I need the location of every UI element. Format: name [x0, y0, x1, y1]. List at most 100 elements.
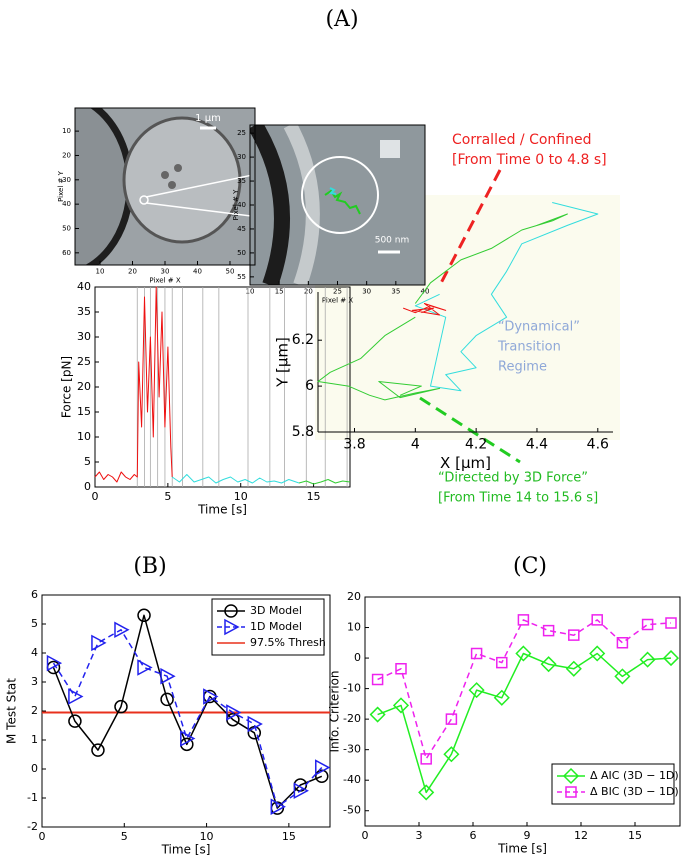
scale-bar-label: 1 μm — [195, 113, 221, 124]
y-tick-label: 0 — [31, 762, 38, 775]
series-line — [94, 286, 173, 483]
marker — [568, 629, 580, 641]
legend-box — [211, 598, 325, 656]
marker — [614, 668, 631, 685]
x-axis-label: Time [s] — [497, 842, 547, 856]
y-tick-label: 5 — [84, 455, 91, 468]
x-tick-label: 20 — [304, 287, 313, 295]
y-tick-label: 40 — [62, 200, 71, 208]
panel-label: (C) — [513, 554, 547, 579]
series-line — [403, 303, 447, 316]
marker — [137, 659, 153, 676]
marker — [68, 688, 84, 705]
series-line — [414, 202, 599, 392]
y-tick-label: 5.8 — [292, 424, 314, 440]
x-tick-label: 25 — [333, 287, 342, 295]
y-tick-label: 0 — [354, 651, 361, 664]
x-tick-label: 5 — [121, 830, 128, 843]
y-tick-label: 25 — [77, 355, 91, 368]
annotation: Regime — [498, 360, 547, 375]
y-tick-label: 10 — [77, 430, 91, 443]
y-tick-label: 15 — [77, 405, 91, 418]
y-tick-label: 2 — [31, 704, 38, 717]
y-tick-label: 20 — [347, 590, 361, 603]
x-tick-label: 4 — [411, 437, 420, 453]
marker — [589, 645, 606, 662]
y-tick-label: 5 — [31, 617, 38, 630]
x-tick-label: 10 — [246, 287, 255, 295]
marker — [226, 704, 242, 721]
axes-frame — [364, 596, 681, 827]
x-tick-label: 10 — [200, 830, 214, 843]
zoomed-micrograph — [250, 125, 425, 285]
annotation: [From Time 0 to 4.8 s] — [452, 152, 607, 168]
x-tick-label: 30 — [362, 287, 371, 295]
legend-label: 3D Model — [250, 604, 302, 617]
marker — [639, 651, 656, 668]
y-tick-label: 1 — [31, 733, 38, 746]
marker — [247, 715, 263, 733]
legend-marker — [565, 786, 577, 798]
x-tick-label: 10 — [234, 490, 248, 503]
y-tick-label: 50 — [62, 224, 71, 232]
marker — [315, 769, 329, 783]
x-tick-label: 0 — [92, 490, 99, 503]
marker — [137, 608, 151, 623]
y-tick-label: 4 — [31, 646, 38, 659]
marker — [496, 656, 508, 669]
panel-label: (B) — [133, 554, 166, 579]
x-tick-label: 4.4 — [526, 437, 548, 453]
x-tick-label: 10 — [96, 267, 105, 275]
marker — [493, 689, 510, 706]
y-tick-label: 10 — [347, 621, 361, 634]
series-line — [377, 619, 672, 760]
x-axis-label: Time [s] — [161, 843, 211, 857]
y-tick-label: -50 — [343, 804, 361, 817]
x-tick-label: 15 — [307, 490, 321, 503]
legend-marker — [562, 767, 580, 785]
y-tick-label: 35 — [77, 305, 91, 318]
marker — [395, 663, 407, 675]
x-tick-label: 15 — [275, 287, 284, 295]
annotation: Transition — [497, 340, 561, 355]
legend-marker — [224, 604, 238, 618]
y-tick-label: 55 — [237, 273, 246, 281]
y-tick-label: 6 — [31, 588, 38, 601]
legend-label: 97.5% Thresh — [250, 636, 326, 649]
x-tick-label: 0 — [362, 829, 369, 842]
marker — [616, 637, 629, 649]
marker — [160, 667, 176, 685]
marker — [540, 656, 557, 673]
x-tick-label: 40 — [193, 267, 202, 275]
y-tick-label: 10 — [62, 127, 71, 135]
marker — [665, 617, 677, 629]
x-tick-label: 4.6 — [587, 437, 609, 453]
x-axis-label: Pixel # X — [322, 296, 354, 304]
marker — [160, 692, 174, 707]
x-tick-label: 40 — [421, 287, 430, 295]
panel-label: (A) — [325, 7, 358, 32]
x-tick-label: 4.2 — [465, 437, 487, 453]
x-tick-label: 15 — [282, 830, 296, 843]
y-tick-label: 50 — [237, 249, 246, 257]
marker — [180, 730, 196, 747]
legend-marker — [224, 618, 240, 636]
y-axis-label: Pixel # Y — [232, 189, 240, 221]
y-tick-label: 45 — [237, 225, 246, 233]
y-tick-label: 40 — [77, 280, 91, 293]
scale-bar-label: 500 nm — [375, 236, 410, 246]
annotation: Corralled / Confined — [452, 132, 592, 148]
x-tick-label: 3 — [416, 829, 423, 842]
legend-label: Δ BIC (3D − 1D) — [590, 785, 679, 798]
x-tick-label: 6 — [470, 829, 477, 842]
y-axis-label: Y [μm] — [274, 337, 292, 388]
micrograph — [75, 108, 255, 265]
x-tick-label: 50 — [226, 267, 235, 275]
x-tick-label: 20 — [128, 267, 137, 275]
y-tick-label: -30 — [343, 743, 361, 756]
marker — [443, 746, 460, 763]
y-tick-label: -20 — [343, 712, 361, 725]
x-tick-label: 30 — [161, 267, 170, 275]
marker — [114, 699, 128, 714]
